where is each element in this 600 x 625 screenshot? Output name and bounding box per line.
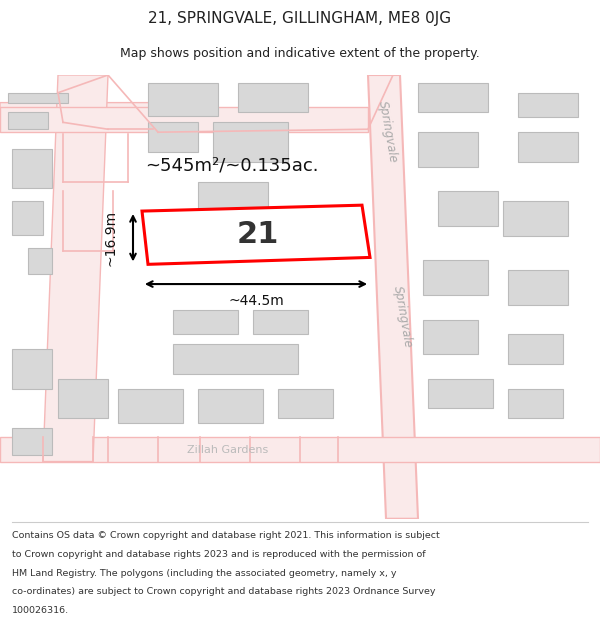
Polygon shape [518, 132, 578, 162]
Text: Map shows position and indicative extent of the property.: Map shows position and indicative extent… [120, 48, 480, 61]
Polygon shape [12, 349, 52, 389]
Polygon shape [423, 319, 478, 354]
Polygon shape [428, 379, 493, 408]
Polygon shape [28, 248, 52, 274]
Text: Zillah Gardens: Zillah Gardens [187, 445, 269, 455]
Polygon shape [0, 437, 600, 461]
Polygon shape [503, 201, 568, 236]
Text: ~16.9m: ~16.9m [104, 209, 118, 266]
Polygon shape [508, 334, 563, 364]
Polygon shape [368, 75, 418, 519]
Polygon shape [508, 270, 568, 305]
Polygon shape [148, 122, 198, 152]
Polygon shape [8, 92, 68, 103]
Text: to Crown copyright and database rights 2023 and is reproduced with the permissio: to Crown copyright and database rights 2… [12, 550, 425, 559]
Text: 21: 21 [237, 220, 279, 249]
Polygon shape [12, 149, 52, 188]
Polygon shape [118, 389, 183, 423]
Polygon shape [213, 122, 288, 162]
Polygon shape [0, 102, 200, 132]
Text: 21, SPRINGVALE, GILLINGHAM, ME8 0JG: 21, SPRINGVALE, GILLINGHAM, ME8 0JG [148, 11, 452, 26]
Polygon shape [148, 83, 218, 116]
Polygon shape [58, 379, 108, 418]
Polygon shape [518, 92, 578, 118]
Text: Contains OS data © Crown copyright and database right 2021. This information is : Contains OS data © Crown copyright and d… [12, 531, 440, 541]
Polygon shape [43, 75, 108, 461]
Polygon shape [253, 310, 308, 334]
Text: ~44.5m: ~44.5m [228, 294, 284, 308]
Polygon shape [8, 112, 48, 129]
Text: Springvale: Springvale [376, 100, 400, 164]
Polygon shape [438, 191, 498, 226]
Polygon shape [173, 310, 238, 334]
Text: 100026316.: 100026316. [12, 606, 69, 615]
Polygon shape [12, 201, 43, 235]
Polygon shape [198, 389, 263, 423]
Polygon shape [0, 106, 368, 132]
Polygon shape [198, 181, 268, 211]
Polygon shape [418, 83, 488, 112]
Polygon shape [238, 83, 308, 112]
Polygon shape [142, 205, 370, 264]
Polygon shape [278, 389, 333, 418]
Text: HM Land Registry. The polygons (including the associated geometry, namely x, y: HM Land Registry. The polygons (includin… [12, 569, 397, 578]
Polygon shape [423, 261, 488, 295]
Text: Springvale: Springvale [391, 284, 415, 349]
Polygon shape [418, 132, 478, 167]
Text: ~545m²/~0.135ac.: ~545m²/~0.135ac. [145, 157, 319, 175]
Text: co-ordinates) are subject to Crown copyright and database rights 2023 Ordnance S: co-ordinates) are subject to Crown copyr… [12, 588, 436, 596]
Polygon shape [173, 344, 298, 374]
Polygon shape [12, 428, 52, 454]
Polygon shape [508, 389, 563, 418]
